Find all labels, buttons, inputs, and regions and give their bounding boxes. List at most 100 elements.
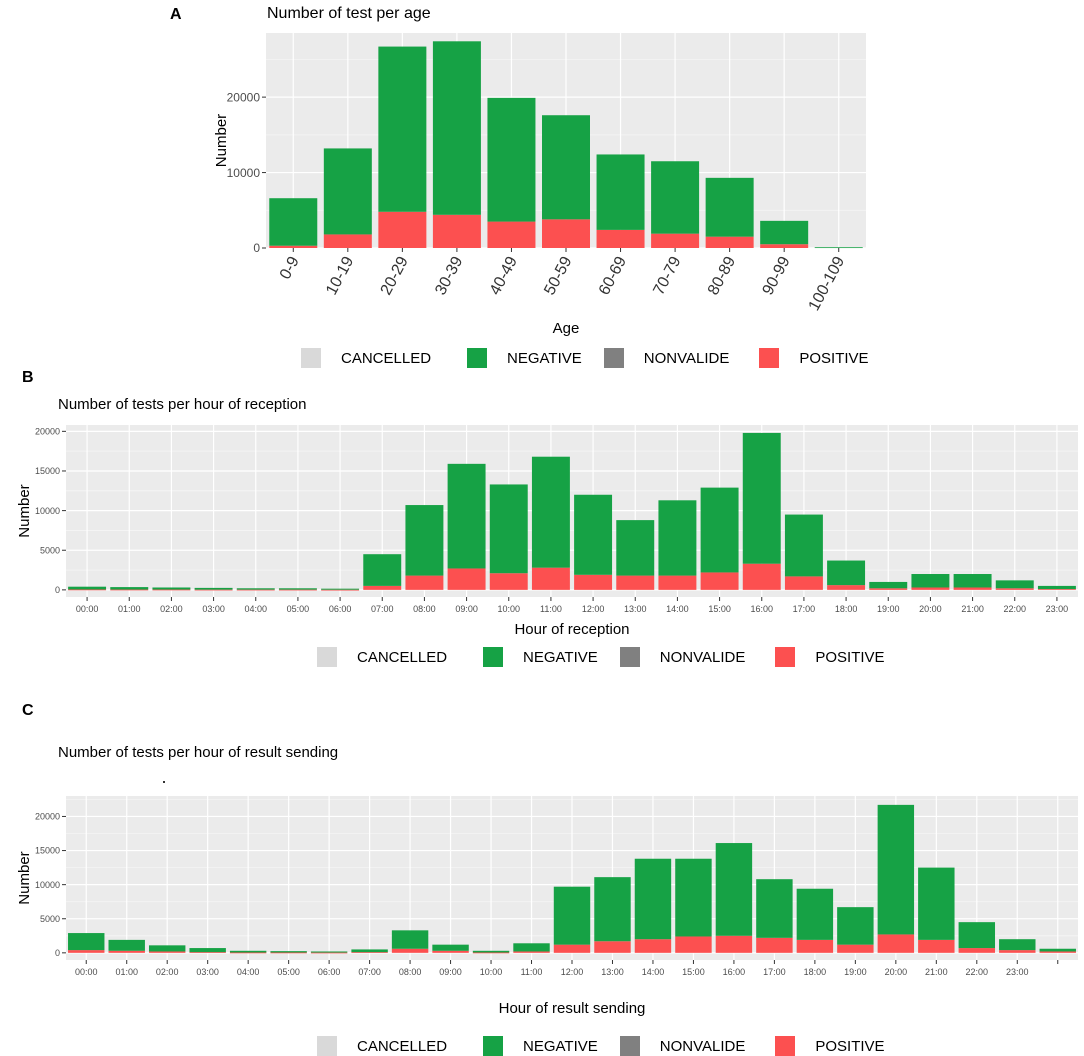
legend-item-nonvalide: NONVALIDE (603, 348, 729, 368)
bar-positive (784, 576, 823, 590)
y-tick-label: 20000 (35, 426, 60, 436)
bar-positive (432, 950, 469, 953)
x-tick-label: 15:00 (682, 967, 705, 977)
bar-negative (658, 500, 697, 576)
x-tick-label: 02:00 (156, 967, 179, 977)
panel-letter-c: C (22, 702, 34, 719)
x-tick-label: 16:00 (750, 604, 773, 614)
bar-positive (553, 944, 591, 953)
x-tick-label: 00:00 (75, 967, 98, 977)
x-tick-label: 11:00 (521, 967, 543, 977)
bar-negative (472, 950, 510, 953)
bar-positive (236, 589, 275, 591)
y-tick-label: 5000 (40, 545, 60, 555)
bar-positive (270, 952, 307, 954)
bar-positive (68, 950, 105, 953)
y-tick-label: 20000 (35, 812, 60, 822)
x-tick-label: 10:00 (480, 967, 503, 977)
bar-negative (869, 581, 908, 589)
bar-positive (542, 219, 590, 248)
bar-positive (715, 935, 753, 953)
legend-label: POSITIVE (815, 1037, 885, 1055)
bar-positive (760, 244, 809, 248)
x-tick-label: 20:00 (919, 604, 942, 614)
bar-negative (999, 939, 1036, 951)
bar-negative (531, 456, 570, 568)
bar-positive (658, 575, 697, 590)
bar-negative (756, 879, 793, 938)
bar-negative (675, 858, 712, 937)
legend-a: CANCELLED NEGATIVE NONVALIDE POSITIVE (301, 348, 869, 368)
bar-positive (189, 952, 226, 953)
x-tick-label: 13:00 (601, 967, 624, 977)
bar-negative (405, 505, 444, 576)
legend-label: CANCELLED (357, 648, 448, 666)
x-tick-label: 05:00 (277, 967, 300, 977)
bar-negative (705, 177, 754, 237)
bar-negative (148, 945, 186, 952)
legend-label: NEGATIVE (507, 349, 582, 367)
bar-negative (229, 950, 267, 953)
x-tick-label: 04:00 (244, 604, 267, 614)
x-tick-label: 23:00 (1006, 967, 1029, 977)
y-tick-label: 10000 (227, 166, 261, 180)
bar-positive (110, 589, 149, 591)
bar-positive (742, 563, 781, 590)
bar-positive (616, 575, 655, 590)
bar-positive (995, 588, 1034, 590)
bar-negative (918, 867, 955, 940)
bar-negative (270, 951, 307, 953)
x-tick-label: 19:00 (877, 604, 900, 614)
x-tick-label: 10:00 (497, 604, 520, 614)
bar-positive (310, 952, 348, 954)
bar-negative (616, 520, 655, 576)
x-tick-label: 12:00 (582, 604, 605, 614)
x-tick-label: 01:00 (115, 967, 138, 977)
bar-positive (278, 589, 317, 591)
legend-swatch-nonvalide (619, 1036, 640, 1056)
x-tick-label: 09:00 (455, 604, 478, 614)
x-tick-label: 13:00 (624, 604, 647, 614)
x-tick-label: 14:00 (642, 967, 665, 977)
legend-item-cancelled: CANCELLED (301, 348, 431, 368)
bar-negative (911, 574, 950, 588)
x-tick-label: 00:00 (76, 604, 99, 614)
chart-title-b: Number of tests per hour of reception (58, 396, 307, 413)
legend-label: NONVALIDE (659, 1037, 746, 1055)
bar-negative (827, 560, 866, 586)
legend-label: NEGATIVE (523, 648, 598, 666)
y-tick-label: 10000 (35, 880, 60, 890)
bar-positive (321, 589, 360, 591)
bar-negative (877, 804, 915, 935)
legend-swatch-nonvalide (603, 348, 624, 368)
x-tick-label: 05:00 (287, 604, 310, 614)
y-tick-label: 20000 (227, 90, 261, 104)
x-tick-label: 06:00 (318, 967, 341, 977)
bar-negative (194, 587, 233, 590)
bar-positive (487, 221, 536, 248)
legend-item-nonvalide: NONVALIDE (619, 1036, 746, 1056)
legend-swatch-nonvalide (619, 647, 640, 667)
bar-positive (958, 948, 996, 953)
legend-item-negative: NEGATIVE (483, 647, 598, 667)
bar-positive (827, 585, 866, 590)
legend-swatch-positive (759, 348, 780, 368)
panel-letter-b: B (22, 369, 34, 386)
bar-positive (489, 573, 528, 590)
bar-negative (351, 949, 388, 953)
bar-positive (1037, 589, 1076, 590)
bar-negative (68, 933, 105, 951)
bar-positive (953, 587, 992, 590)
bar-positive (756, 937, 793, 953)
bar-negative (596, 154, 645, 230)
x-tick-label: 22:00 (966, 967, 989, 977)
legend-label: NEGATIVE (523, 1037, 598, 1055)
bar-positive (596, 229, 645, 248)
bar-negative (487, 97, 536, 222)
y-tick-label: 15000 (35, 846, 60, 856)
bar-negative (269, 198, 318, 246)
x-tick-label: 22:00 (1003, 604, 1026, 614)
chart-title-c: Number of tests per hour of result sendi… (58, 744, 339, 761)
